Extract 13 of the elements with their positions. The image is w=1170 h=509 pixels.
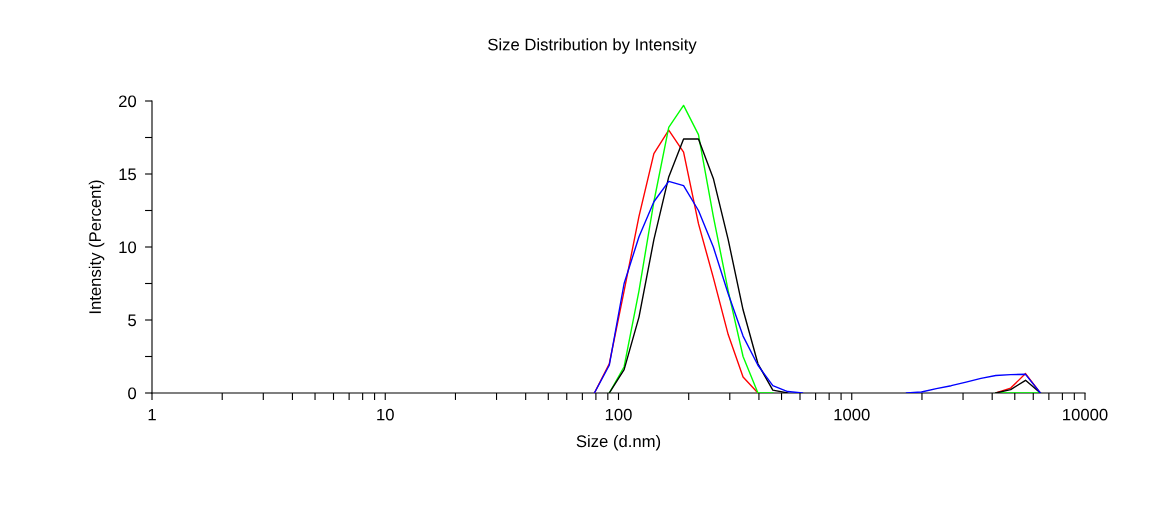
y-tick-label: 20 (119, 95, 137, 108)
y-axis-title: Intensity (Percent) (88, 180, 105, 314)
x-tick-label: 10 (377, 408, 394, 421)
x-tick-label: 1 (148, 408, 156, 421)
x-tick-label: 1000 (834, 408, 870, 421)
y-tick-label: 15 (119, 168, 137, 181)
x-tick-label: 10000 (1063, 408, 1108, 421)
chart-title: Size Distribution by Intensity (488, 38, 697, 54)
y-tick-label: 5 (128, 314, 137, 327)
y-tick-label: 10 (119, 241, 137, 254)
y-tick-label: 0 (128, 387, 137, 400)
x-axis-title: Size (d.nm) (576, 434, 661, 451)
x-tick-label: 100 (605, 408, 632, 421)
